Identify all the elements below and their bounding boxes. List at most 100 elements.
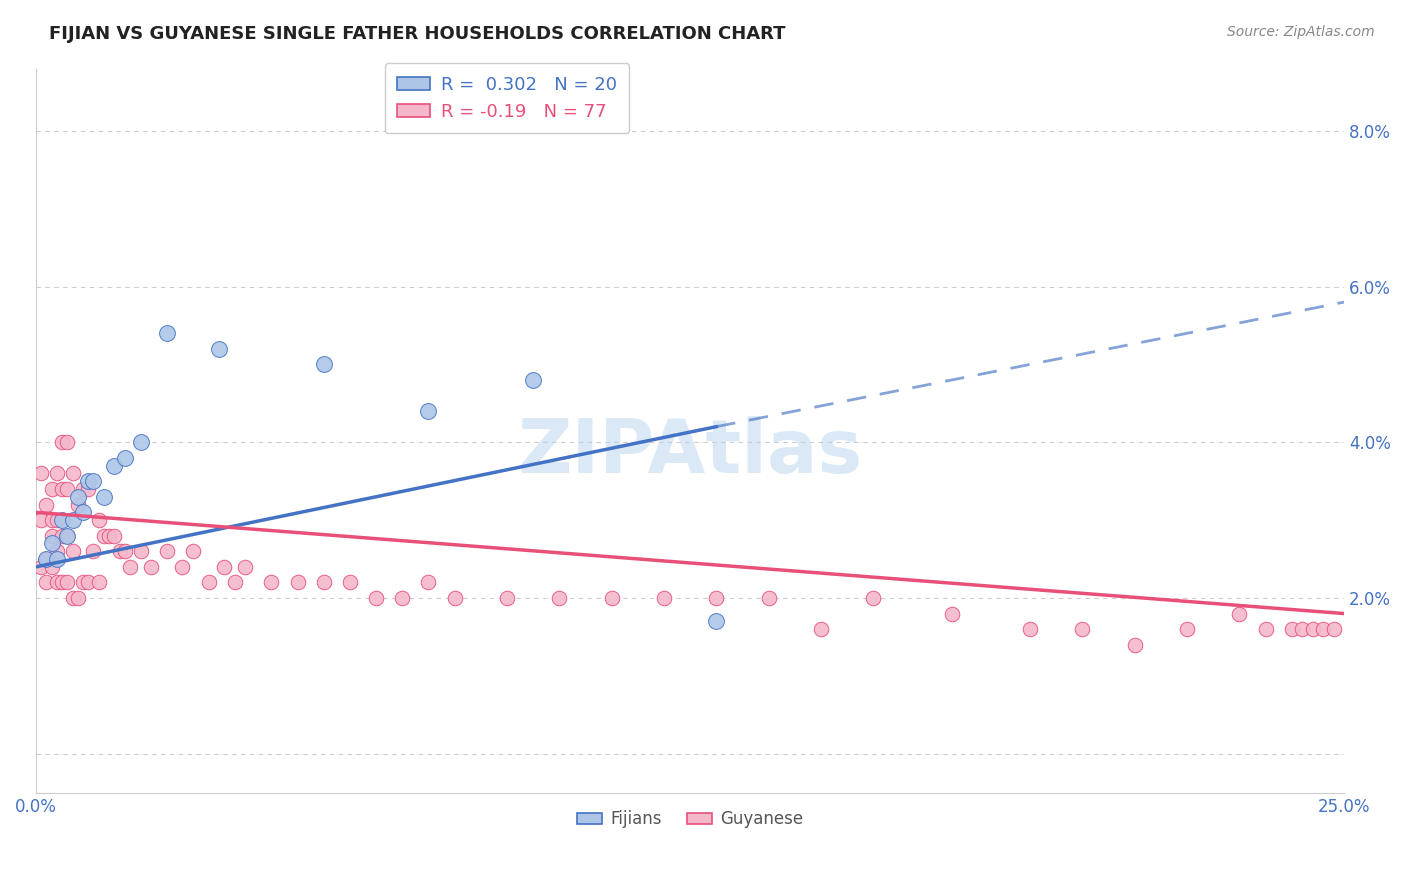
Point	[51, 529, 73, 543]
Point	[114, 544, 136, 558]
Point	[77, 482, 100, 496]
Point	[1281, 622, 1303, 636]
Point	[62, 467, 84, 481]
Point	[652, 591, 675, 605]
Point	[522, 373, 544, 387]
Point	[810, 622, 832, 636]
Point	[87, 575, 110, 590]
Point	[1175, 622, 1198, 636]
Point	[72, 575, 94, 590]
Point	[51, 482, 73, 496]
Point	[62, 544, 84, 558]
Point	[156, 544, 179, 558]
Point	[108, 544, 131, 558]
Point	[172, 559, 194, 574]
Point	[1323, 622, 1346, 636]
Point	[35, 552, 58, 566]
Point	[704, 591, 727, 605]
Point	[41, 559, 63, 574]
Point	[51, 435, 73, 450]
Point	[114, 450, 136, 465]
Point	[224, 575, 246, 590]
Point	[45, 575, 67, 590]
Point	[35, 552, 58, 566]
Point	[197, 575, 219, 590]
Point	[758, 591, 780, 605]
Point	[312, 358, 335, 372]
Point	[103, 458, 125, 473]
Point	[82, 544, 104, 558]
Point	[82, 474, 104, 488]
Point	[1019, 622, 1042, 636]
Point	[496, 591, 519, 605]
Point	[1254, 622, 1277, 636]
Point	[941, 607, 963, 621]
Legend: Fijians, Guyanese: Fijians, Guyanese	[571, 804, 810, 835]
Text: ZIPAtlas: ZIPAtlas	[517, 416, 863, 489]
Point	[56, 482, 79, 496]
Point	[600, 591, 623, 605]
Point	[41, 513, 63, 527]
Point	[214, 559, 236, 574]
Point	[72, 482, 94, 496]
Point	[41, 536, 63, 550]
Point	[1229, 607, 1251, 621]
Point	[41, 482, 63, 496]
Point	[30, 559, 52, 574]
Point	[156, 326, 179, 341]
Point	[77, 474, 100, 488]
Point	[339, 575, 361, 590]
Point	[1291, 622, 1313, 636]
Point	[45, 467, 67, 481]
Text: FIJIAN VS GUYANESE SINGLE FATHER HOUSEHOLDS CORRELATION CHART: FIJIAN VS GUYANESE SINGLE FATHER HOUSEHO…	[49, 25, 786, 43]
Point	[208, 342, 231, 356]
Point	[129, 544, 152, 558]
Point	[56, 575, 79, 590]
Point	[862, 591, 884, 605]
Point	[312, 575, 335, 590]
Point	[66, 591, 89, 605]
Point	[548, 591, 571, 605]
Point	[120, 559, 142, 574]
Point	[1071, 622, 1094, 636]
Point	[443, 591, 465, 605]
Point	[56, 435, 79, 450]
Point	[181, 544, 204, 558]
Point	[1312, 622, 1334, 636]
Point	[41, 529, 63, 543]
Point	[418, 404, 440, 418]
Point	[129, 435, 152, 450]
Point	[103, 529, 125, 543]
Point	[139, 559, 162, 574]
Point	[260, 575, 283, 590]
Point	[98, 529, 121, 543]
Point	[56, 529, 79, 543]
Point	[35, 498, 58, 512]
Point	[45, 552, 67, 566]
Point	[287, 575, 309, 590]
Point	[391, 591, 413, 605]
Point	[56, 529, 79, 543]
Point	[62, 513, 84, 527]
Point	[51, 513, 73, 527]
Point	[364, 591, 387, 605]
Point	[45, 544, 67, 558]
Point	[51, 575, 73, 590]
Point	[233, 559, 256, 574]
Point	[66, 498, 89, 512]
Point	[1302, 622, 1324, 636]
Point	[418, 575, 440, 590]
Point	[45, 513, 67, 527]
Text: Source: ZipAtlas.com: Source: ZipAtlas.com	[1227, 25, 1375, 39]
Point	[77, 575, 100, 590]
Point	[62, 591, 84, 605]
Point	[93, 529, 115, 543]
Point	[30, 467, 52, 481]
Point	[30, 513, 52, 527]
Point	[66, 490, 89, 504]
Point	[1123, 638, 1146, 652]
Point	[72, 505, 94, 519]
Point	[93, 490, 115, 504]
Point	[704, 615, 727, 629]
Point	[35, 575, 58, 590]
